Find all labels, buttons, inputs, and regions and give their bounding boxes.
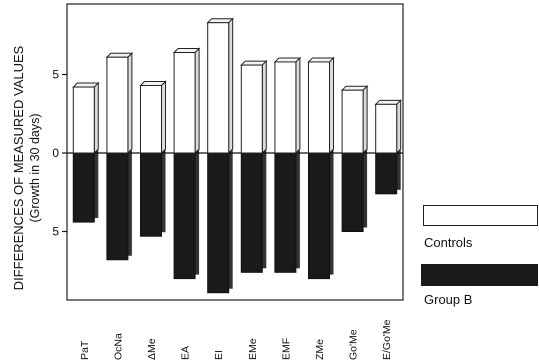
bar-group-b-2 — [140, 149, 166, 237]
bar-controls-1 — [105, 52, 134, 155]
bar-controls-4 — [206, 17, 234, 155]
bar-controls-2 — [139, 80, 167, 155]
y-tick-label-1: 0 — [52, 146, 59, 160]
bar-group-b-3 — [173, 149, 200, 280]
x-axis-category-labels: PaT OcNa ΔMe EA EI EMe EMF ZMe Go'Me E/Go'Me — [79, 319, 393, 360]
bar-group-b-1 — [106, 149, 132, 261]
bar-group-b-0 — [72, 149, 99, 223]
y-axis-label: DIFFERENCES OF MEASURED VALUES (Growth i… — [11, 45, 42, 290]
x-tick-label-9: E/Go'Me — [381, 319, 393, 360]
bar-controls-5 — [240, 59, 268, 155]
x-tick-label-8: Go'Me — [348, 329, 360, 360]
legend-swatch-group-b — [421, 264, 538, 286]
bar-controls-8 — [340, 84, 369, 155]
x-tick-label-3: EA — [180, 346, 192, 360]
bar-group-b-7 — [308, 149, 334, 280]
bar-controls-6 — [273, 56, 302, 155]
bar-group-b-5 — [240, 149, 267, 273]
x-tick-label-5: EMe — [247, 338, 259, 360]
y-tick-label-0: 5 — [52, 68, 59, 82]
y-axis-ticks: 5 0 5 — [52, 68, 67, 239]
bar-group-b-8 — [341, 149, 368, 232]
x-tick-label-0: PaT — [79, 340, 91, 360]
x-tick-label-2: ΔMe — [146, 338, 158, 360]
legend-label-group-b: Group B — [424, 292, 473, 307]
x-tick-label-1: OcNa — [112, 333, 124, 360]
legend-swatch-controls — [423, 205, 538, 226]
y-axis-label-line1: DIFFERENCES OF MEASURED VALUES — [11, 45, 26, 290]
legend-label-controls: Controls — [424, 235, 473, 250]
plot-area-frame — [66, 3, 404, 301]
bar-group-b-4 — [207, 149, 233, 294]
y-tick-label-2: 5 — [52, 225, 59, 239]
bar-controls-3 — [172, 47, 201, 155]
bar-controls-7 — [307, 56, 335, 155]
y-axis-label-line2: (Growth in 30 days) — [28, 113, 42, 222]
x-tick-label-6: EMF — [280, 338, 292, 360]
x-tick-label-7: ZMe — [314, 339, 326, 360]
controls-bars — [72, 17, 402, 155]
bar-group-b-9 — [375, 149, 401, 195]
group-b-bars — [72, 149, 401, 294]
bar-controls-0 — [72, 81, 100, 155]
bar-group-b-6 — [274, 149, 300, 273]
x-tick-label-4: EI — [213, 350, 225, 360]
bar-controls-9 — [374, 99, 402, 155]
